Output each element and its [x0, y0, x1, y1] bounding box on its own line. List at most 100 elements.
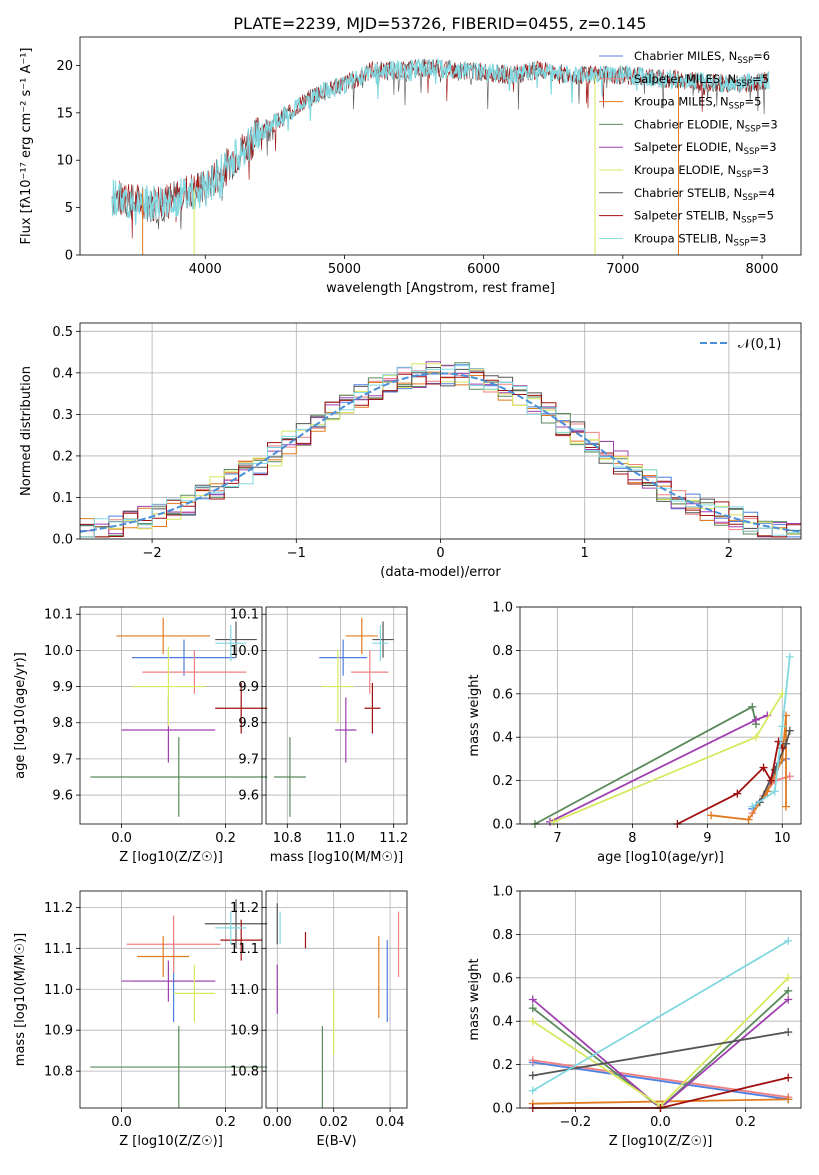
y-tick-label: 9.8 [52, 716, 73, 731]
x-tick-label: 8 [628, 831, 636, 846]
y-tick-label: 9.6 [52, 789, 73, 804]
x-tick-label: 8000 [745, 262, 778, 277]
weight-marker-salpeter_elodie [528, 995, 537, 1004]
weight-marker-chabrier_stelib [528, 1071, 537, 1080]
y-tick-label: 0.6 [492, 971, 513, 986]
x-axis-label: mass [log10(M/M☉)] [270, 850, 403, 865]
y-tick-label: 0.6 [492, 687, 513, 702]
x-tick-label: 1 [581, 546, 589, 561]
legend-label: Chabrier ELODIE, NSSP=3 [634, 117, 778, 134]
legend-label: Kroupa ELODIE, NSSP=3 [634, 163, 769, 180]
weight-marker-chabrier_elodie [528, 1004, 537, 1013]
x-tick-label: 4000 [189, 262, 222, 277]
weight-line-kroupa_miles [532, 1098, 789, 1105]
weight-marker-salpeter_stelib [784, 1073, 793, 1082]
weight-marker-kroupa_miles [782, 802, 791, 811]
legend-suffix: =5 [752, 72, 769, 86]
x-tick-label: 6000 [467, 262, 500, 277]
legend-subscript: SSP [745, 124, 761, 134]
histogram-chabrier_stelib [80, 367, 801, 538]
legend-subscript: SSP [736, 170, 752, 180]
y-tick-label: 11.0 [44, 983, 73, 998]
legend-subscript: SSP [737, 56, 753, 66]
y-axis-label: Normed distribution [19, 366, 34, 496]
y-tick-label: 0.4 [492, 1015, 513, 1030]
weight-line-chabrier_stelib [532, 1031, 789, 1077]
legend-suffix: =6 [753, 49, 770, 63]
legend-suffix: =4 [758, 186, 775, 200]
y-tick-label: 0.4 [52, 366, 73, 381]
x-tick-label: 7000 [606, 262, 639, 277]
x-axis-label: age [log10(age/yr)] [597, 850, 724, 865]
legend-label: Kroupa STELIB, NSSP=3 [634, 231, 766, 248]
weight-marker-chabrier_elodie [748, 702, 757, 711]
weight-marker-salpeter_stelib [759, 763, 768, 772]
y-tick-label: 10.8 [230, 1065, 259, 1080]
y-tick-label: 0.8 [492, 928, 513, 943]
legend-suffix: =3 [752, 163, 769, 177]
weight-line-chabrier_stelib [758, 730, 791, 803]
legend-label: Salpeter MILES, NSSP=5 [634, 72, 769, 89]
x-tick-label: 0.0 [111, 831, 132, 846]
axes-frame [79, 322, 802, 540]
legend-subscript: SSP [744, 147, 760, 157]
y-tick-label: 11.1 [44, 942, 73, 957]
x-axis-label: (data-model)/error [380, 565, 501, 580]
histogram-kroupa_stelib [80, 365, 801, 538]
y-tick-label: 0.0 [52, 533, 73, 548]
weight-line-salpeter_stelib [676, 738, 784, 825]
y-tick-label: 11.2 [230, 901, 259, 916]
x-tick-label: 10 [774, 831, 791, 846]
y-tick-label: 0.1 [52, 491, 73, 506]
x-axis-label: Z [log10(Z/Z☉)] [609, 1134, 713, 1149]
x-axis-label: Z [log10(Z/Z☉)] [119, 1134, 223, 1149]
x-tick-label: 2 [725, 546, 733, 561]
legend-label: Chabrier MILES, NSSP=6 [634, 49, 770, 66]
y-tick-label: 1.0 [492, 885, 513, 900]
x-tick-label: 9 [703, 831, 711, 846]
weight-marker-salpeter_miles [528, 1056, 537, 1065]
legend-label: Salpeter STELIB, NSSP=5 [634, 209, 774, 226]
weight-marker-salpeter_elodie [752, 715, 761, 724]
legend-suffix: =5 [757, 209, 774, 223]
y-tick-label: 9.8 [238, 716, 259, 731]
y-tick-label: 0.2 [492, 1058, 513, 1073]
legend-suffix: =5 [744, 95, 761, 109]
axes-frame [519, 606, 802, 825]
y-tick-label: 10.9 [230, 1024, 259, 1039]
x-axis-label: Z [log10(Z/Z☉)] [119, 850, 223, 865]
y-tick-label: 1.0 [492, 601, 513, 616]
y-tick-label: 10 [56, 154, 73, 169]
y-tick-label: 9.7 [52, 752, 73, 767]
y-tick-label: 0.2 [492, 774, 513, 789]
legend-subscript: SSP [741, 216, 757, 226]
figure-title: PLATE=2239, MJD=53726, FIBERID=0455, z=0… [233, 14, 646, 33]
y-tick-label: 5 [65, 201, 73, 216]
y-tick-label: 11.2 [44, 901, 73, 916]
legend-suffix: =3 [749, 231, 766, 245]
legend-suffix: =3 [761, 117, 778, 131]
y-tick-label: 0.0 [492, 818, 513, 833]
weight-marker-salpeter_stelib [733, 789, 742, 798]
weight-marker-kroupa_elodie [549, 817, 558, 826]
x-tick-label: −1 [287, 546, 306, 561]
y-tick-label: 11.1 [230, 942, 259, 957]
weight-marker-kroupa_stelib [785, 652, 794, 661]
weight-marker-kroupa_stelib [784, 936, 793, 945]
x-tick-label: 0.2 [735, 1115, 756, 1130]
y-tick-label: 10.1 [230, 608, 259, 623]
y-tick-label: 9.9 [238, 680, 259, 695]
x-tick-label: −0.2 [560, 1115, 592, 1130]
y-axis-label: age [log10(age/yr)] [13, 652, 28, 779]
x-tick-label: 0.0 [111, 1115, 132, 1130]
spectrum-line-kroupa_stelib [111, 58, 770, 226]
y-tick-label: 20 [56, 59, 73, 74]
x-axis-label: E(B-V) [316, 1134, 356, 1149]
weight-marker-kroupa_stelib [528, 1086, 537, 1095]
weight-marker-kroupa_miles [784, 1095, 793, 1104]
y-tick-label: 9.6 [238, 789, 259, 804]
legend-subscript: SSP [742, 193, 758, 203]
y-tick-label: 0.8 [492, 644, 513, 659]
